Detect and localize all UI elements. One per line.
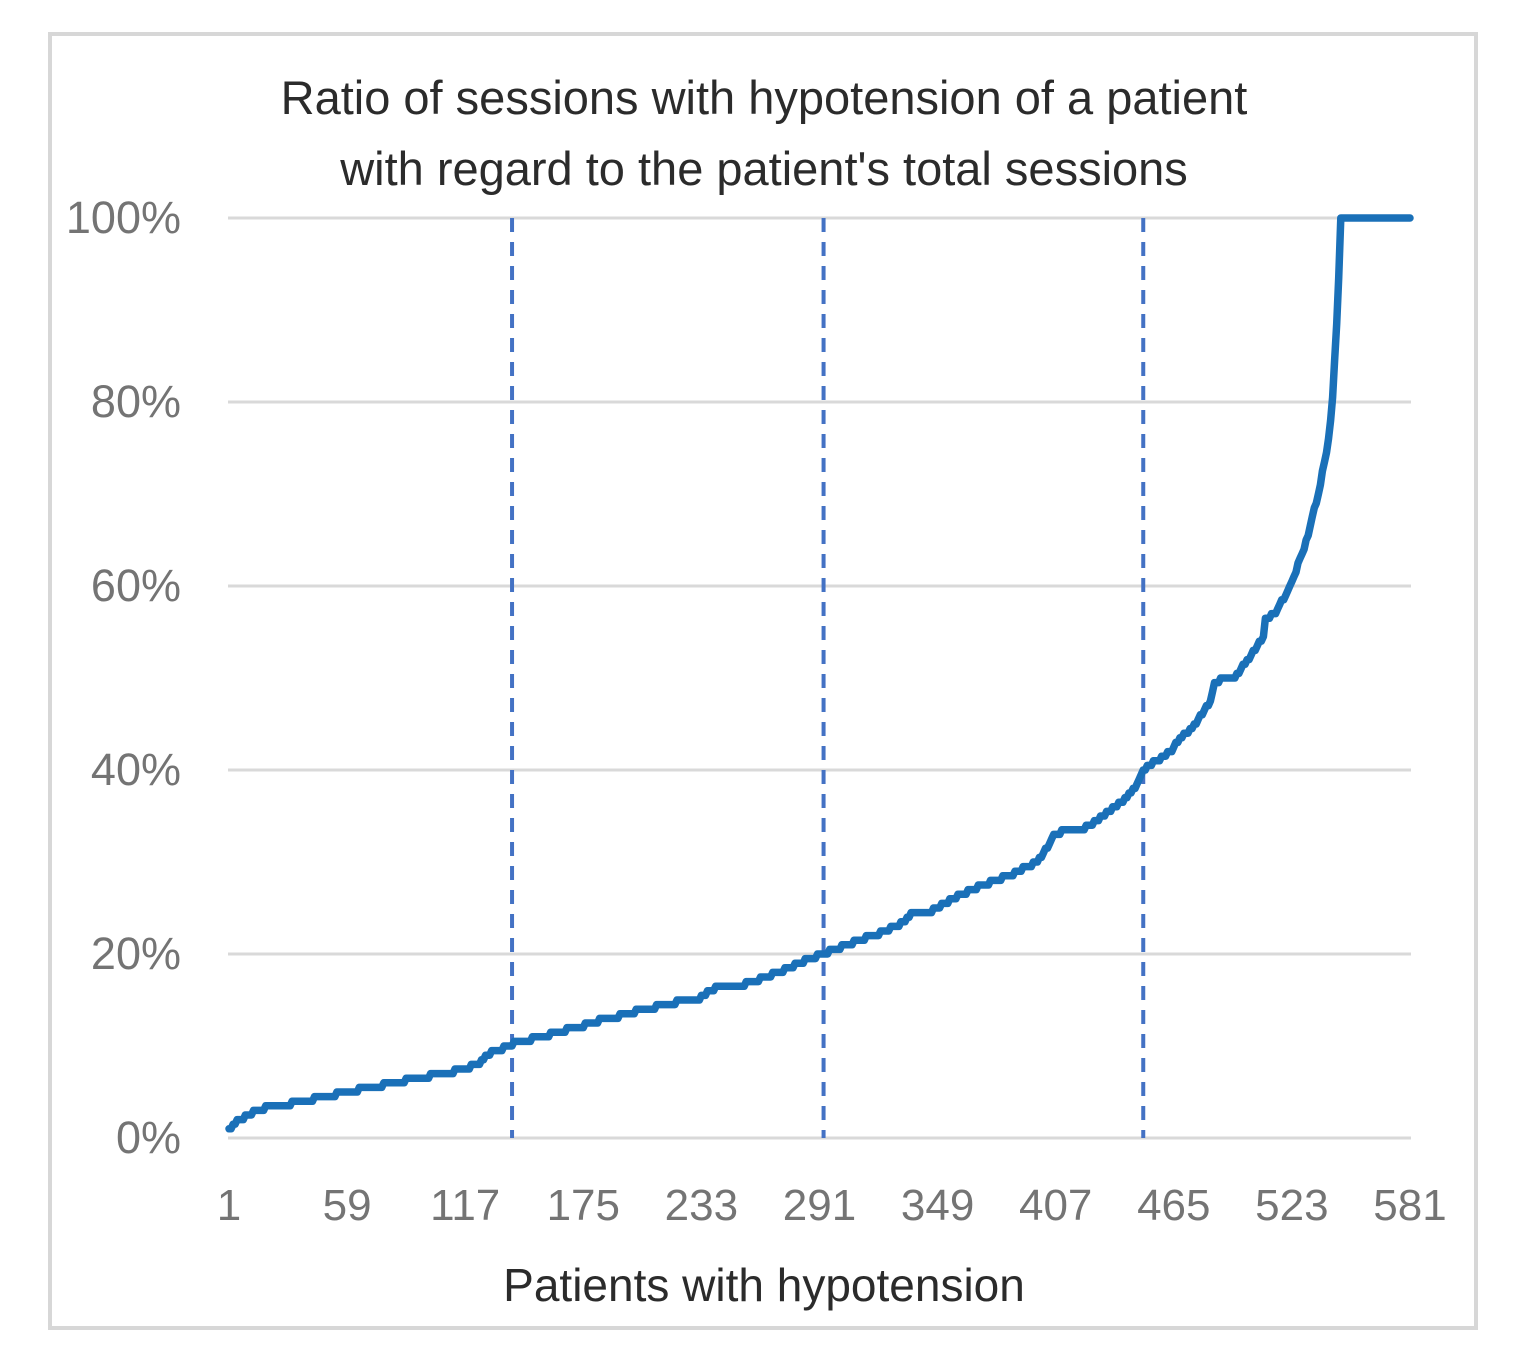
chart-border	[48, 32, 1478, 1330]
x-tick-label-117: 117	[430, 1181, 501, 1230]
x-tick-label-581: 581	[1373, 1181, 1447, 1230]
y-tick-label-0%: 0%	[115, 1112, 181, 1163]
x-tick-label-523: 523	[1255, 1181, 1329, 1230]
x-tick-label-233: 233	[664, 1181, 739, 1230]
y-tick-label-20%: 20%	[90, 928, 181, 979]
chart-title-line2: with regard to the patient's total sessi…	[340, 142, 1188, 195]
x-tick-label-465: 465	[1137, 1181, 1211, 1230]
y-tick-label-60%: 60%	[90, 560, 181, 611]
x-tick-label-349: 349	[900, 1181, 975, 1230]
ratio-curve	[225, 214, 1414, 1133]
x-axis-title: Patients with hypotension	[503, 1259, 1025, 1311]
y-tick-label-100%: 100%	[65, 192, 181, 243]
x-tick-label-1: 1	[216, 1181, 242, 1230]
x-tick-label-59: 59	[322, 1181, 372, 1230]
x-tick-label-291: 291	[782, 1181, 857, 1230]
chart-title-line1: Ratio of sessions with hypotension of a …	[280, 71, 1248, 124]
x-tick-label-407: 407	[1018, 1181, 1093, 1230]
x-tick-label-175: 175	[546, 1181, 620, 1230]
y-tick-label-80%: 80%	[90, 376, 181, 427]
y-tick-label-40%: 40%	[90, 744, 181, 795]
chart-title: Ratio of sessions with hypotension of a …	[0, 62, 1528, 204]
